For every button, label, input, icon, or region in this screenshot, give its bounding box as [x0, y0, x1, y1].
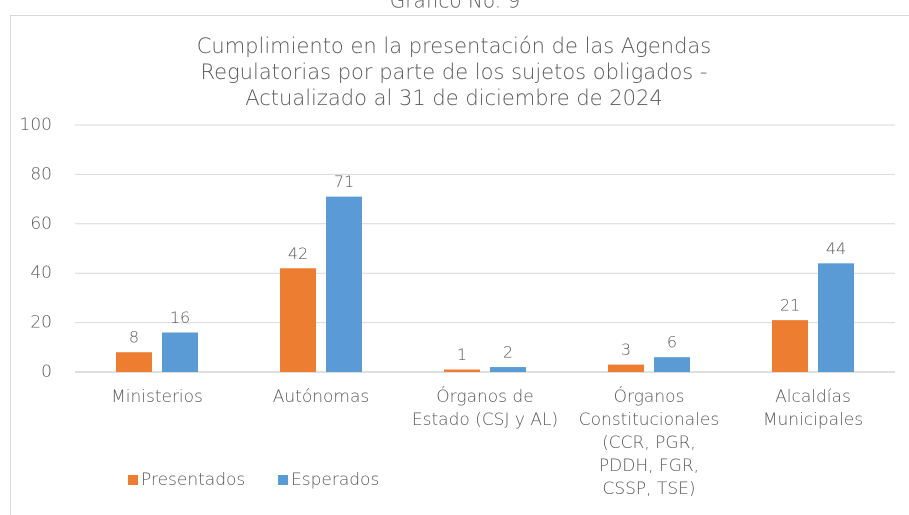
- figure-label: Gráfico No. 9: [390, 0, 520, 13]
- y-tick-label: 100: [20, 115, 52, 135]
- chart-frame: [10, 15, 909, 515]
- x-tick-label: Órganos de Estado (CSJ y AL): [411, 387, 559, 430]
- y-tick-label: 80: [30, 164, 52, 184]
- data-label: 44: [826, 239, 846, 258]
- bar: [654, 357, 690, 372]
- y-tick-label: 40: [30, 263, 52, 283]
- bar: [280, 268, 316, 372]
- bar: [162, 332, 198, 372]
- data-label: 42: [288, 244, 308, 263]
- bar: [326, 196, 362, 372]
- legend-label: Esperados: [291, 470, 380, 490]
- data-label: 3: [621, 340, 631, 359]
- x-tick-label: Ministerios: [111, 387, 203, 407]
- data-label: 71: [334, 172, 354, 191]
- data-label: 21: [780, 296, 800, 315]
- bar: [116, 352, 152, 372]
- data-label: 16: [170, 308, 190, 327]
- bar: [772, 320, 808, 372]
- x-tick-label: Órganos Constitucionales (CCR, PGR, PDDH…: [578, 387, 720, 499]
- bar: [818, 263, 854, 372]
- data-label: 8: [129, 328, 139, 347]
- bar: [608, 364, 644, 372]
- legend-swatch: [128, 475, 138, 485]
- y-tick-label: 20: [30, 313, 52, 333]
- x-tick-label: Alcaldías Municipales: [762, 387, 864, 430]
- data-label: 1: [457, 345, 467, 364]
- y-tick-label: 60: [30, 214, 52, 234]
- bar: [490, 367, 526, 372]
- chart-title: Cumplimiento en la presentación de las A…: [196, 34, 712, 110]
- data-label: 2: [503, 343, 513, 362]
- legend-label: Presentados: [141, 470, 246, 490]
- legend-item: Esperados: [278, 470, 379, 490]
- legend-item: Presentados: [128, 470, 245, 490]
- y-tick-label: 0: [41, 362, 52, 382]
- bar: [444, 369, 480, 372]
- legend-swatch: [278, 475, 288, 485]
- x-tick-label: Autónomas: [272, 387, 370, 407]
- data-label: 6: [667, 333, 677, 352]
